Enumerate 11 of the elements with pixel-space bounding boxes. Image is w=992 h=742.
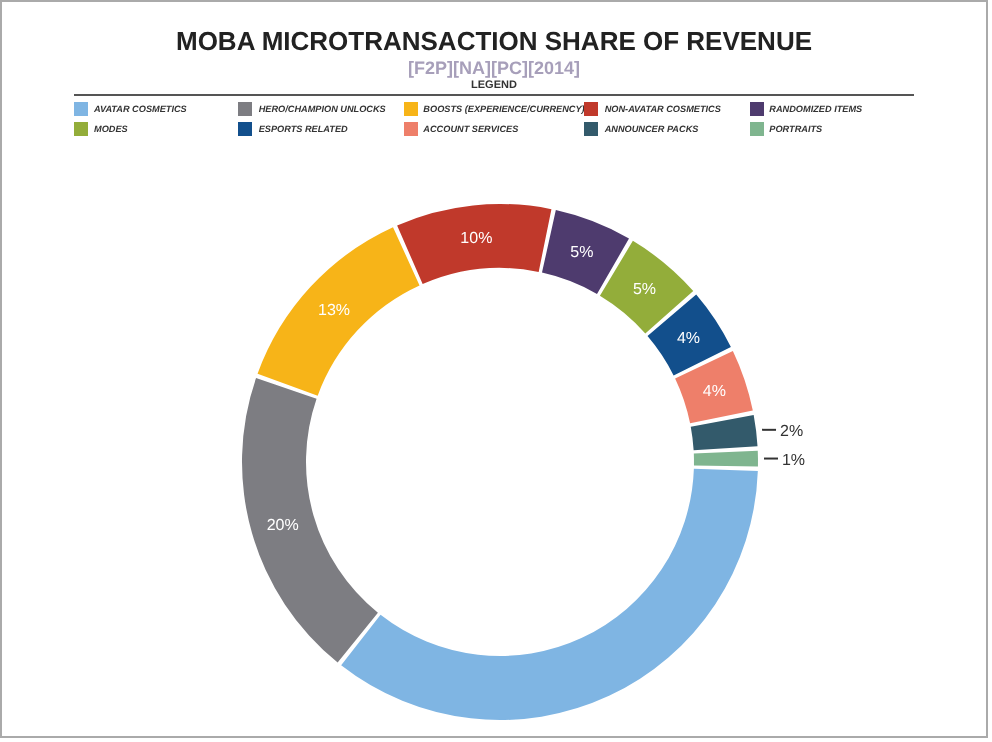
data-label: 5% [632, 280, 657, 299]
data-label: 2% [780, 421, 804, 440]
chart-subtitle: [F2P][NA][PC][2014] [405, 58, 582, 78]
data-label: 5% [570, 243, 594, 262]
data-label: 4% [676, 329, 701, 348]
data-label: 4% [702, 382, 726, 401]
data-label: 20% [266, 516, 299, 535]
data-label: 10% [460, 229, 493, 248]
data-label: 1% [781, 450, 806, 469]
data-label: 13% [318, 300, 351, 319]
chart-title: MOBA MICROTRANSACTION SHARE OF REVENUE [173, 26, 815, 56]
